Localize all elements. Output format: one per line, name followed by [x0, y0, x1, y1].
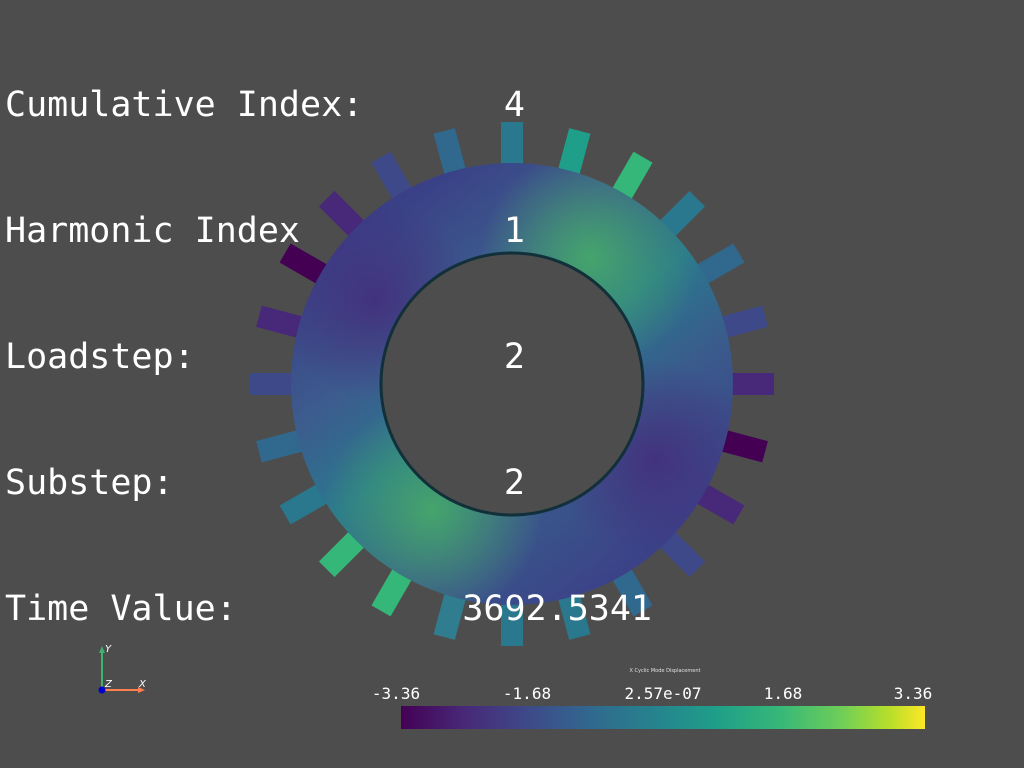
info-label: Substep:: [5, 463, 174, 503]
orientation-axes: Y X Z: [98, 644, 147, 694]
info-label: Loadstep:: [5, 337, 195, 377]
info-value: 2: [503, 463, 525, 503]
info-label: Cumulative Index:: [5, 85, 364, 125]
y-axis-label: Y: [105, 644, 112, 655]
y-axis-arrow-icon: [99, 646, 105, 653]
annotation-text: Cumulative Index: 4 Harmonic Index 1 Loa…: [5, 0, 652, 714]
scalar-bar-title: X Cyclic Mode Displacement: [629, 668, 701, 674]
info-value: 2: [503, 337, 525, 377]
info-label: Time Value:: [5, 589, 237, 629]
info-row-substep: Substep: 2: [5, 462, 525, 504]
info-value: 4: [503, 85, 525, 125]
scalar-bar-tick: 3.36: [893, 684, 933, 703]
info-value: 1: [503, 211, 525, 251]
info-value: 3692.5341: [462, 589, 652, 629]
z-axis-dot: [98, 686, 106, 694]
gear-bore: [379, 251, 645, 517]
info-row-time-value: Time Value: 3692.5341: [5, 588, 652, 630]
gear-ring: [280, 150, 750, 620]
info-row-harmonic-index: Harmonic Index 1: [5, 210, 525, 252]
info-label: Harmonic Index: [5, 211, 301, 251]
scalar-bar-tick: -3.36: [371, 684, 421, 703]
x-axis-label: X: [138, 679, 147, 690]
scalar-bar-tick: 2.57e-07: [624, 684, 702, 703]
info-row-loadstep: Loadstep: 2: [5, 336, 525, 378]
info-row-cumulative-index: Cumulative Index: 4: [5, 84, 525, 126]
scalar-bar-tick: -1.68: [502, 684, 552, 703]
z-axis-label: Z: [104, 679, 113, 690]
scalar-bar-tick: 1.68: [763, 684, 803, 703]
x-axis-arrow-icon: [138, 687, 145, 693]
scalar-bar: [401, 706, 925, 729]
